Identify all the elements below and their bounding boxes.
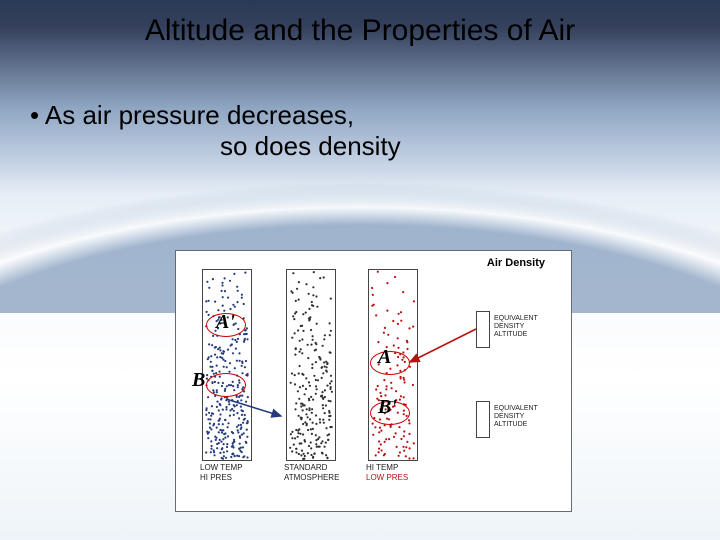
density-column xyxy=(202,269,252,461)
node-label: B' xyxy=(378,396,397,419)
altitude-bar xyxy=(476,311,490,348)
column-caption: HI PRES xyxy=(200,473,232,482)
altitude-bar xyxy=(476,401,490,438)
node-label: B xyxy=(192,369,205,392)
column-caption: ATMOSPHERE xyxy=(284,473,339,482)
equivalent-density-label: EQUIVALENT DENSITY ALTITUDE xyxy=(494,405,538,429)
column-caption: LOW PRES xyxy=(366,473,408,482)
node-circle xyxy=(206,373,246,397)
air-density-diagram: Air Density LOW TEMPHI PRES STANDARDATMOS… xyxy=(175,250,572,512)
bullet-line-2: so does density xyxy=(220,131,401,162)
bullet-block: As air pressure decreases, so does densi… xyxy=(30,100,401,162)
bullet-line-1: As air pressure decreases, xyxy=(30,100,401,131)
slide-title: Altitude and the Properties of Air xyxy=(0,14,720,48)
node-label: A' xyxy=(216,311,235,334)
column-caption: LOW TEMP xyxy=(200,463,243,472)
diagram-header: Air Density xyxy=(487,257,545,269)
equivalent-density-label: EQUIVALENT DENSITY ALTITUDE xyxy=(494,315,538,339)
density-column xyxy=(286,269,336,461)
column-caption: HI TEMP xyxy=(366,463,398,472)
column-caption: STANDARD xyxy=(284,463,327,472)
node-label: A xyxy=(378,346,391,369)
slide-root: Altitude and the Properties of Air As ai… xyxy=(0,0,720,540)
